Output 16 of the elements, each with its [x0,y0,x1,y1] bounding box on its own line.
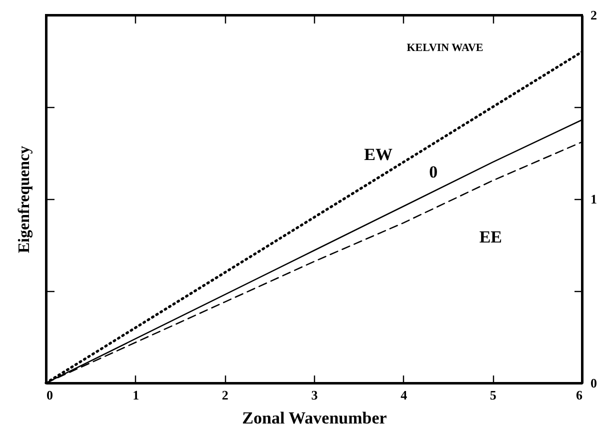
text: KELVIN WAVE [406,42,484,54]
x-axis-title: Zonal Wavenumber [242,408,388,428]
text: EE [479,228,502,247]
x-tick-label: 1 [132,388,140,402]
x-tick-label: 0 [46,388,53,402]
series-label: EW [364,145,393,164]
x-tick-label: 6 [576,388,583,402]
y2-tick-label: 2 [590,8,597,22]
y2-tick-label: 0 [590,376,597,390]
y2-tick-label: 1 [590,192,597,206]
x-tick-label: 4 [400,388,408,402]
x-tick-label: 2 [222,388,228,402]
x-tick-label: 3 [311,388,318,402]
x-tick-label: 5 [490,388,497,402]
y-axis-title: Eigenfrequency [16,146,33,254]
series-label: 0 [429,162,438,182]
